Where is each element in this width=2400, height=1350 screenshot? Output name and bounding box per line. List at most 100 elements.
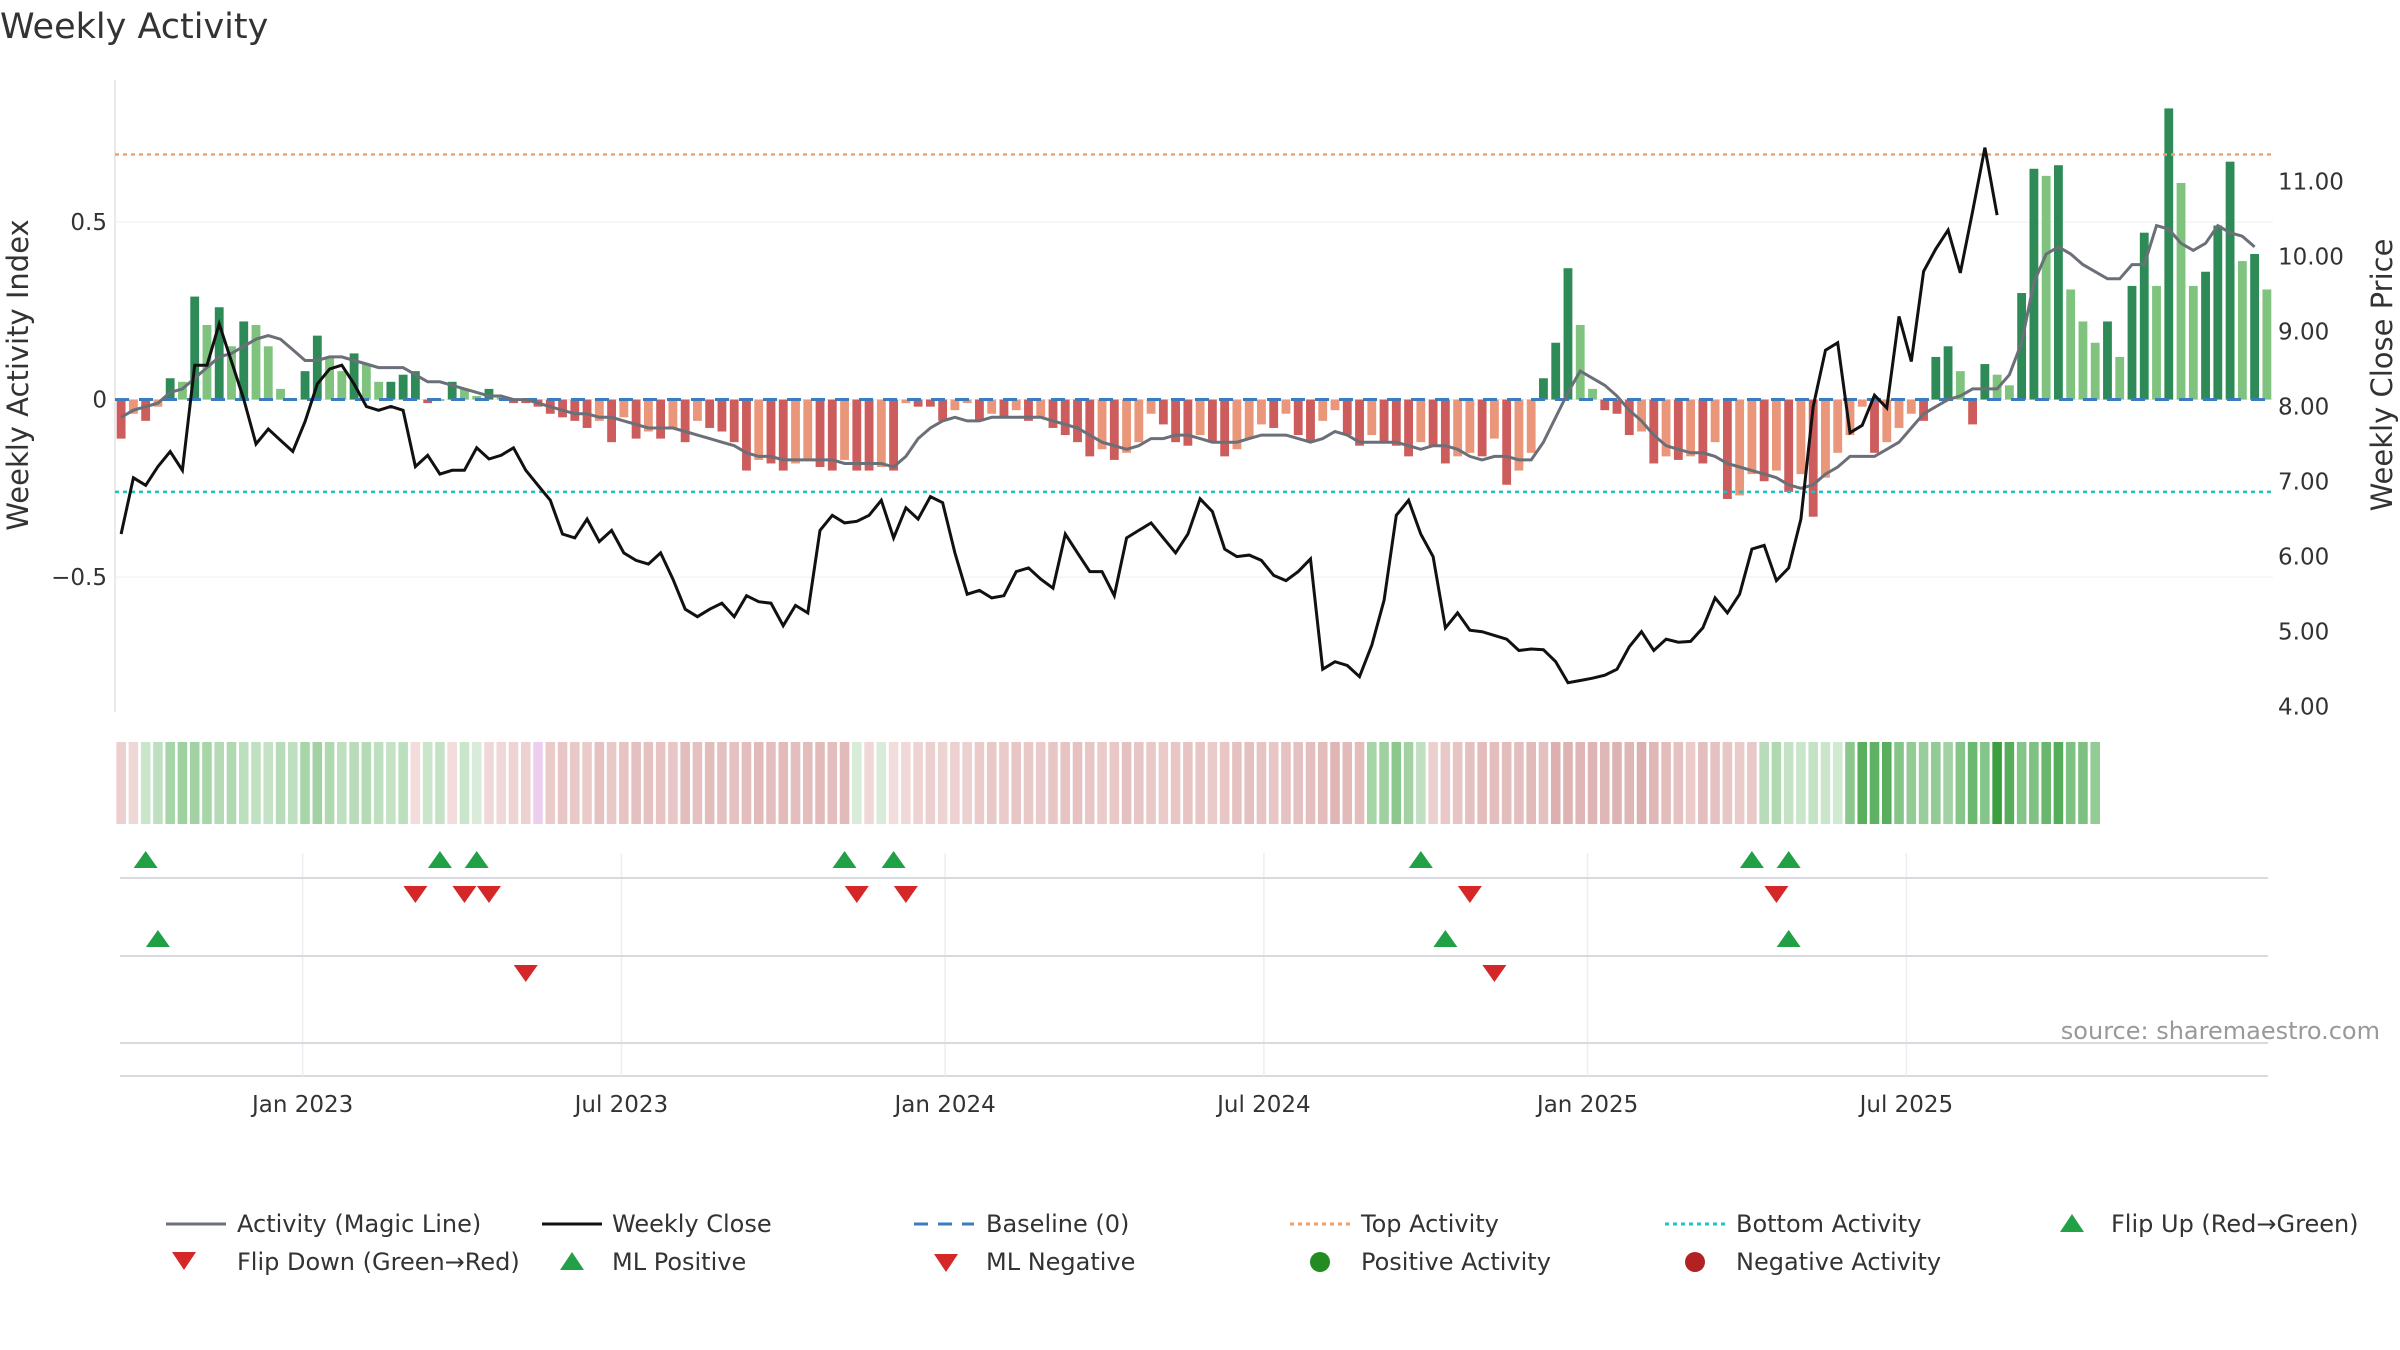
activity-bar-113	[1502, 399, 1512, 485]
activity-bar-130	[1710, 399, 1720, 443]
strength-cell-25	[422, 742, 433, 824]
strength-cell-33	[520, 742, 531, 824]
activity-bar-160	[2078, 321, 2088, 400]
activity-bars	[116, 108, 2272, 517]
activity-bar-150	[1955, 371, 1965, 400]
strength-cell-137	[1796, 742, 1806, 824]
right-tick-label-1: 10.00	[2278, 244, 2344, 270]
activity-bar-4	[165, 378, 175, 400]
legend-item-ml-negative: ML Negative	[934, 1248, 1135, 1276]
activity-bar-171	[2213, 225, 2223, 400]
strength-cell-112	[1489, 742, 1500, 824]
strength-cell-110	[1465, 742, 1475, 824]
activity-bar-76	[1048, 399, 1058, 428]
strength-cell-37	[570, 742, 580, 824]
strength-cell-62	[876, 742, 887, 824]
flip-down-marker-4	[893, 886, 918, 903]
strength-cell-133	[1747, 742, 1757, 824]
right-tick-label-2: 9.00	[2278, 319, 2329, 345]
strength-cell-31	[496, 742, 507, 824]
activity-bar-72	[999, 399, 1009, 418]
activity-bar-128	[1686, 399, 1695, 457]
activity-bar-16	[312, 335, 322, 400]
strength-cell-57	[815, 742, 825, 824]
strength-cell-91	[1232, 742, 1242, 824]
strength-cell-36	[557, 742, 568, 824]
strength-cell-149	[1943, 742, 1953, 824]
activity-bar-118	[1563, 268, 1573, 400]
reference-lines	[115, 153, 2273, 494]
strength-cell-85	[1158, 742, 1169, 824]
strength-cell-132	[1734, 742, 1745, 824]
strength-cell-88	[1195, 742, 1205, 824]
strength-cell-128	[1685, 742, 1696, 824]
strength-cell-154	[2004, 742, 2015, 824]
x-tick-label-2: Jan 2024	[892, 1092, 995, 1118]
legend-swatch-flip-up	[2060, 1214, 2084, 1232]
weekly-close-series	[119, 147, 1999, 685]
activity-strength-strip	[116, 742, 2100, 824]
activity-bar-90	[1220, 399, 1230, 457]
activity-bar-133	[1747, 399, 1757, 475]
activity-bar-138	[1808, 399, 1818, 517]
strength-cell-52	[753, 742, 764, 824]
activity-bar-123	[1624, 399, 1634, 436]
legend-swatch-ml-positive	[560, 1252, 584, 1270]
strength-cell-89	[1207, 742, 1218, 824]
activity-bar-121	[1600, 399, 1610, 411]
legend-label-flip-up: Flip Up (Red→Green)	[2111, 1210, 2359, 1238]
activity-bar-1	[128, 399, 138, 414]
activity-bar-101	[1355, 399, 1364, 446]
strength-cell-68	[950, 742, 960, 824]
legend-item-flip-down: Flip Down (Green→Red)	[172, 1248, 520, 1276]
strength-cell-129	[1698, 742, 1708, 824]
activity-bar-12	[263, 346, 273, 400]
strength-cell-159	[2065, 742, 2076, 824]
strength-cell-64	[901, 742, 911, 824]
strength-cell-150	[1955, 742, 1966, 824]
activity-bar-109	[1453, 399, 1463, 457]
strength-cell-98	[1317, 742, 1328, 824]
activity-bar-18	[337, 371, 347, 400]
activity-bar-107	[1428, 399, 1438, 446]
strength-cell-13	[275, 742, 286, 824]
strength-cell-121	[1599, 742, 1610, 824]
activity-bar-58	[827, 399, 837, 471]
activity-bar-74	[1024, 399, 1033, 421]
activity-bar-100	[1342, 399, 1352, 436]
strength-cell-161	[2090, 742, 2100, 824]
activity-bar-15	[300, 371, 310, 400]
activity-bar-140	[1833, 399, 1843, 453]
strength-cell-50	[729, 742, 739, 824]
strength-cell-95	[1281, 742, 1291, 824]
activity-bar-83	[1134, 399, 1144, 443]
activity-bar-81	[1109, 399, 1119, 460]
activity-bar-166	[2152, 285, 2161, 400]
activity-bar-39	[594, 399, 604, 421]
flip-up-marker-2	[464, 851, 489, 868]
activity-bar-151	[1968, 399, 1978, 425]
right-tick-label-7: 4.00	[2278, 695, 2329, 721]
strength-cell-156	[2029, 742, 2039, 824]
legend-item-top-activity: Top Activity	[1290, 1210, 1499, 1238]
strength-cell-29	[471, 742, 482, 824]
activity-bar-141	[1845, 399, 1855, 436]
activity-bar-61	[864, 399, 874, 471]
activity-bar-110	[1465, 399, 1475, 453]
strength-cell-151	[1967, 742, 1978, 824]
activity-bar-21	[374, 381, 384, 400]
strength-cell-143	[1869, 742, 1880, 824]
flip-down-marker-5	[1457, 886, 1482, 903]
activity-bar-162	[2103, 321, 2112, 400]
strength-cell-53	[766, 742, 776, 824]
activity-bar-169	[2188, 285, 2198, 400]
legend-item-flip-up: Flip Up (Red→Green)	[2060, 1210, 2359, 1238]
activity-bar-29	[472, 396, 482, 400]
activity-bar-94	[1269, 399, 1279, 428]
strength-cell-35	[545, 742, 556, 824]
activity-bar-64	[901, 399, 911, 404]
activity-bar-6	[190, 296, 200, 400]
strength-cell-45	[668, 742, 678, 824]
activity-bar-66	[925, 399, 935, 407]
